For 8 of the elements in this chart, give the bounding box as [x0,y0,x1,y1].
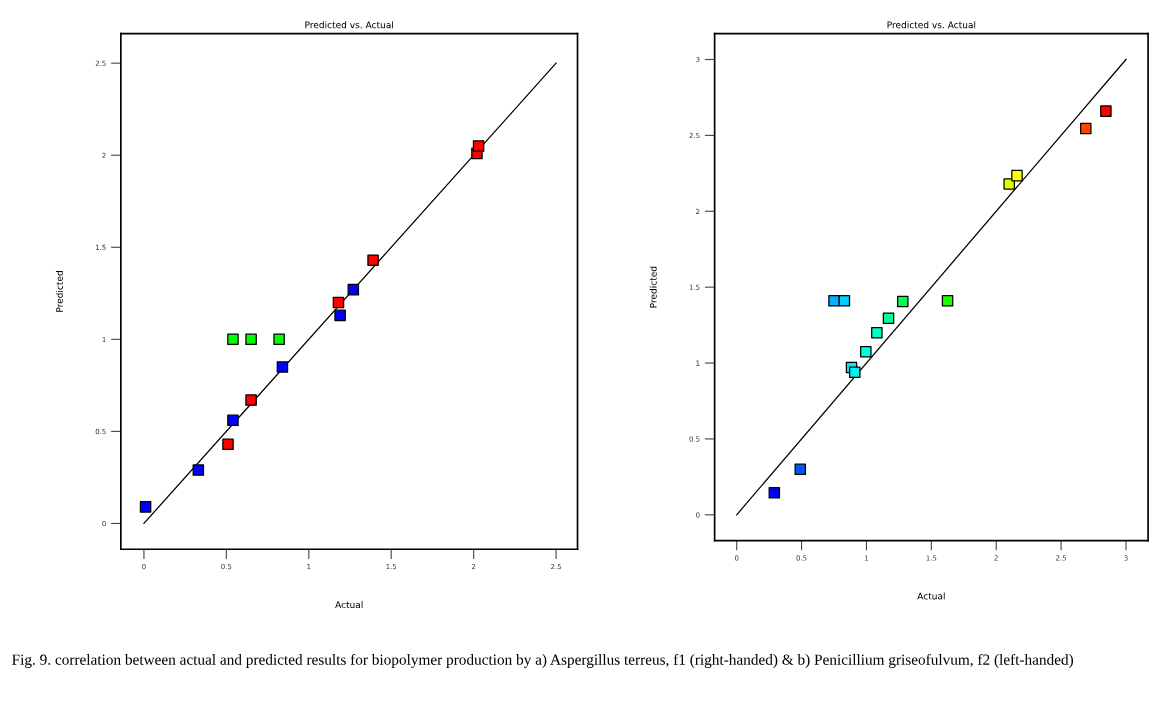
x-axis-title: Actual [917,592,945,600]
y-axis-title: Predicted [55,271,63,312]
x-axis-title: Actual [335,601,363,609]
chart-title: Predicted vs. Actual [305,21,393,29]
chart-title: Predicted vs. Actual [887,21,976,29]
y-axis-title: Predicted [649,266,657,308]
point [332,296,345,309]
caption: Fig. 9. correlation between actual and predicted results for biopolymer production by a) Aspergillus terreus, f1 (right-handed) & b) Penicillium griseofulvum, f2 (left-handed) [12,653,1074,668]
